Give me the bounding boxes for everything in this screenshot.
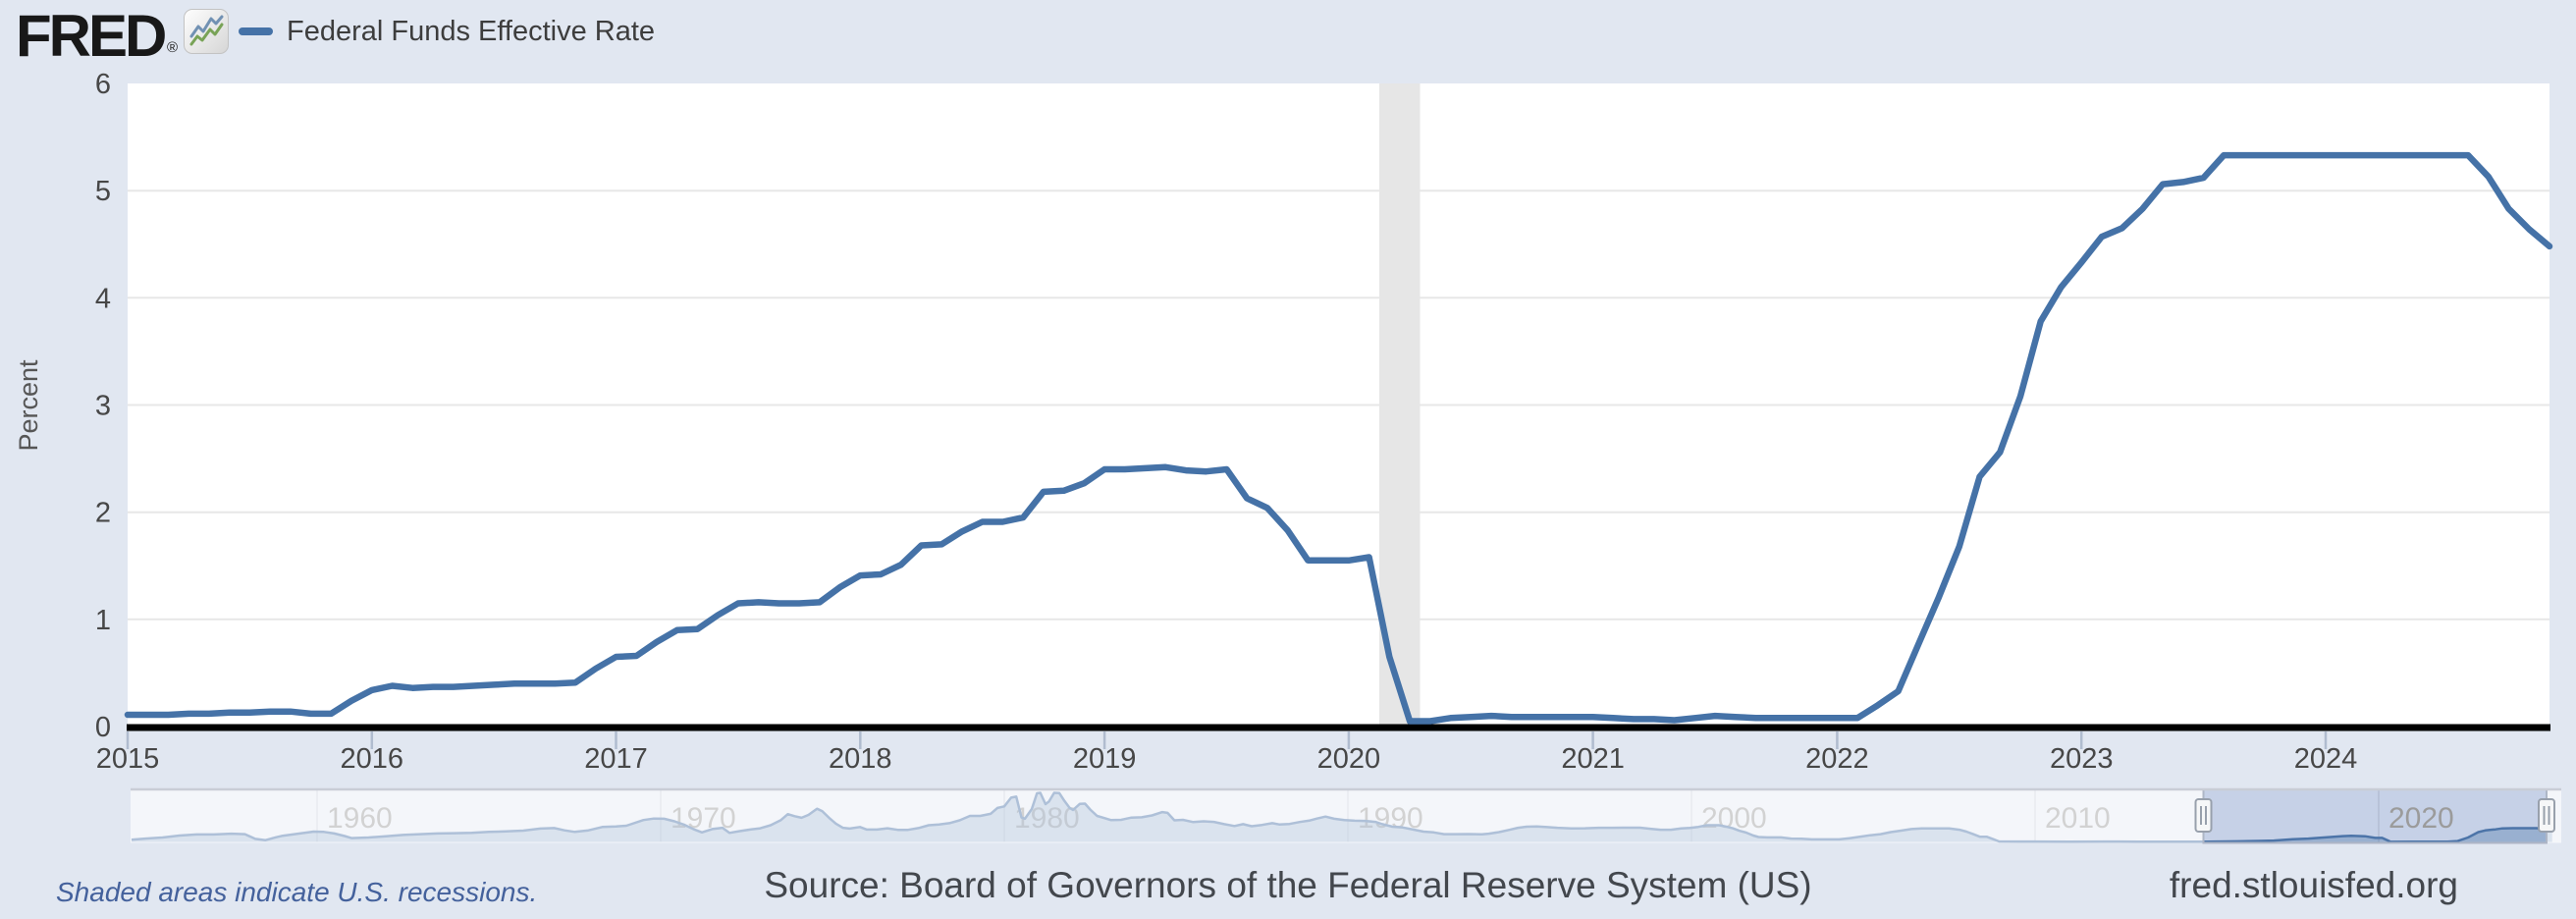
y-tick-label: 2 [95, 498, 111, 529]
fred-site-link[interactable]: fred.stlouisfed.org [2169, 865, 2458, 905]
x-tick-label: 2020 [1317, 743, 1381, 775]
x-tick-label: 2018 [829, 743, 892, 775]
x-axis-line [127, 724, 2550, 731]
y-tick-label: 3 [95, 391, 111, 422]
x-tick-label: 2016 [341, 743, 404, 775]
x-tick-label: 2022 [1805, 743, 1869, 775]
legend: Federal Funds Effective Rate [239, 0, 655, 63]
source-attribution: Source: Board of Governors of the Federa… [764, 865, 1812, 905]
legend-series-label: Federal Funds Effective Rate [287, 15, 656, 47]
legend-line-swatch [239, 27, 273, 35]
y-tick-label: 5 [95, 176, 111, 207]
y-tick-label: 0 [95, 712, 111, 743]
x-tick-label: 2023 [2050, 743, 2114, 775]
navigator-handle-left[interactable] [2194, 798, 2213, 833]
navigator-decade-label: 2020 [2388, 802, 2454, 835]
navigator-mask-left [131, 789, 2204, 843]
y-axis-title: Percent [14, 359, 43, 452]
fred-logo[interactable]: FRED [16, 3, 167, 69]
fred-sparkline-icon [184, 9, 229, 54]
navigator-handle-right[interactable] [2538, 798, 2555, 833]
x-tick-label: 2019 [1073, 743, 1137, 775]
series-line-federal-funds-rate [124, 151, 2553, 725]
x-tick-label: 2015 [96, 743, 160, 775]
y-tick-label: 6 [95, 69, 111, 100]
x-tick-label: 2021 [1561, 743, 1625, 775]
registered-trademark: ® [167, 39, 179, 56]
x-tick-label: 2024 [2294, 743, 2358, 775]
x-tick-label: 2017 [584, 743, 648, 775]
y-tick-label: 1 [95, 605, 111, 636]
recession-band [1379, 83, 1421, 725]
y-tick-label: 4 [95, 283, 111, 314]
recession-note: Shaded areas indicate U.S. recessions. [56, 877, 538, 907]
navigator-selection[interactable] [2203, 789, 2548, 843]
